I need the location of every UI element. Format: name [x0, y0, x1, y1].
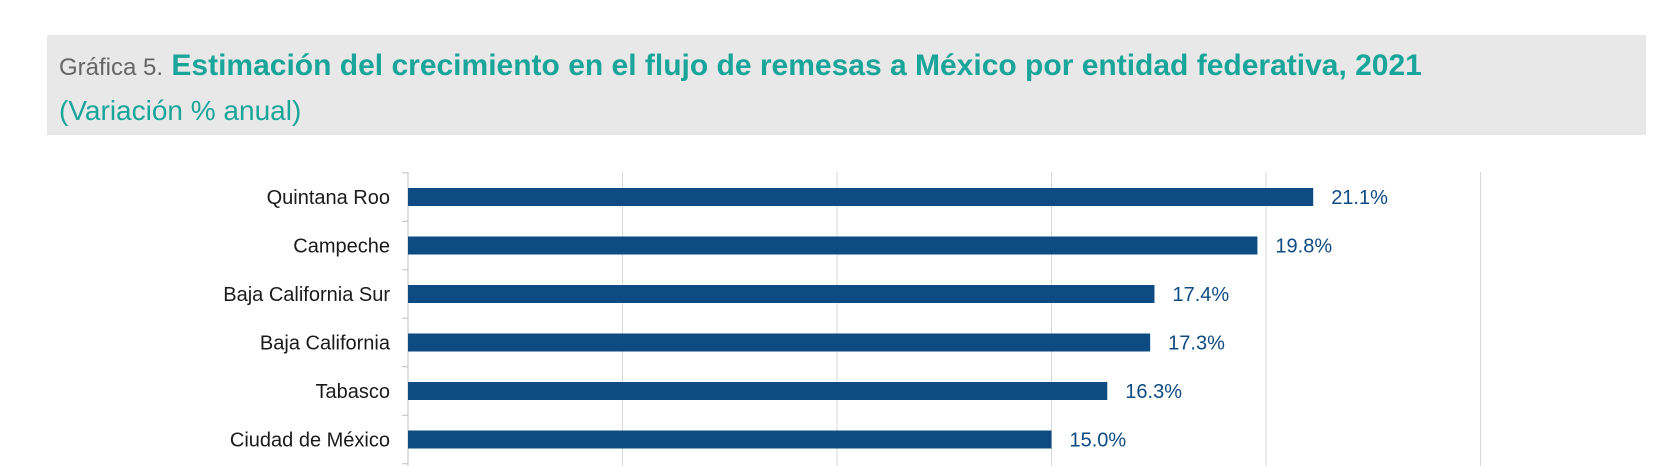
bar [408, 430, 1052, 449]
bar [408, 188, 1314, 206]
category-label: Tabasco [316, 381, 391, 403]
category-label: Ciudad de México [230, 430, 390, 452]
chart-number: Gráfica 5. [59, 54, 164, 81]
data-label: 21.1% [1331, 187, 1388, 209]
category-label: Campeche [293, 236, 390, 258]
title-line: Gráfica 5. Estimación del crecimiento en… [59, 45, 1646, 89]
bar [408, 382, 1108, 400]
chart-subtitle: (Variación % anual) [59, 95, 302, 126]
data-label: 17.4% [1172, 284, 1229, 306]
chart-title: Estimación del crecimiento en el flujo d… [171, 49, 1422, 82]
category-label: Baja California Sur [223, 284, 390, 306]
bar [408, 285, 1155, 303]
category-label: Baja California [260, 333, 391, 355]
data-label: 15.0% [1070, 430, 1127, 452]
bar [408, 236, 1258, 255]
bar [408, 333, 1151, 352]
chart-header: Gráfica 5. Estimación del crecimiento en… [47, 35, 1646, 135]
category-label: Quintana Roo [267, 187, 390, 209]
data-label: 19.8% [1275, 236, 1332, 258]
data-label: 17.3% [1168, 333, 1225, 355]
data-label: 16.3% [1125, 381, 1182, 403]
